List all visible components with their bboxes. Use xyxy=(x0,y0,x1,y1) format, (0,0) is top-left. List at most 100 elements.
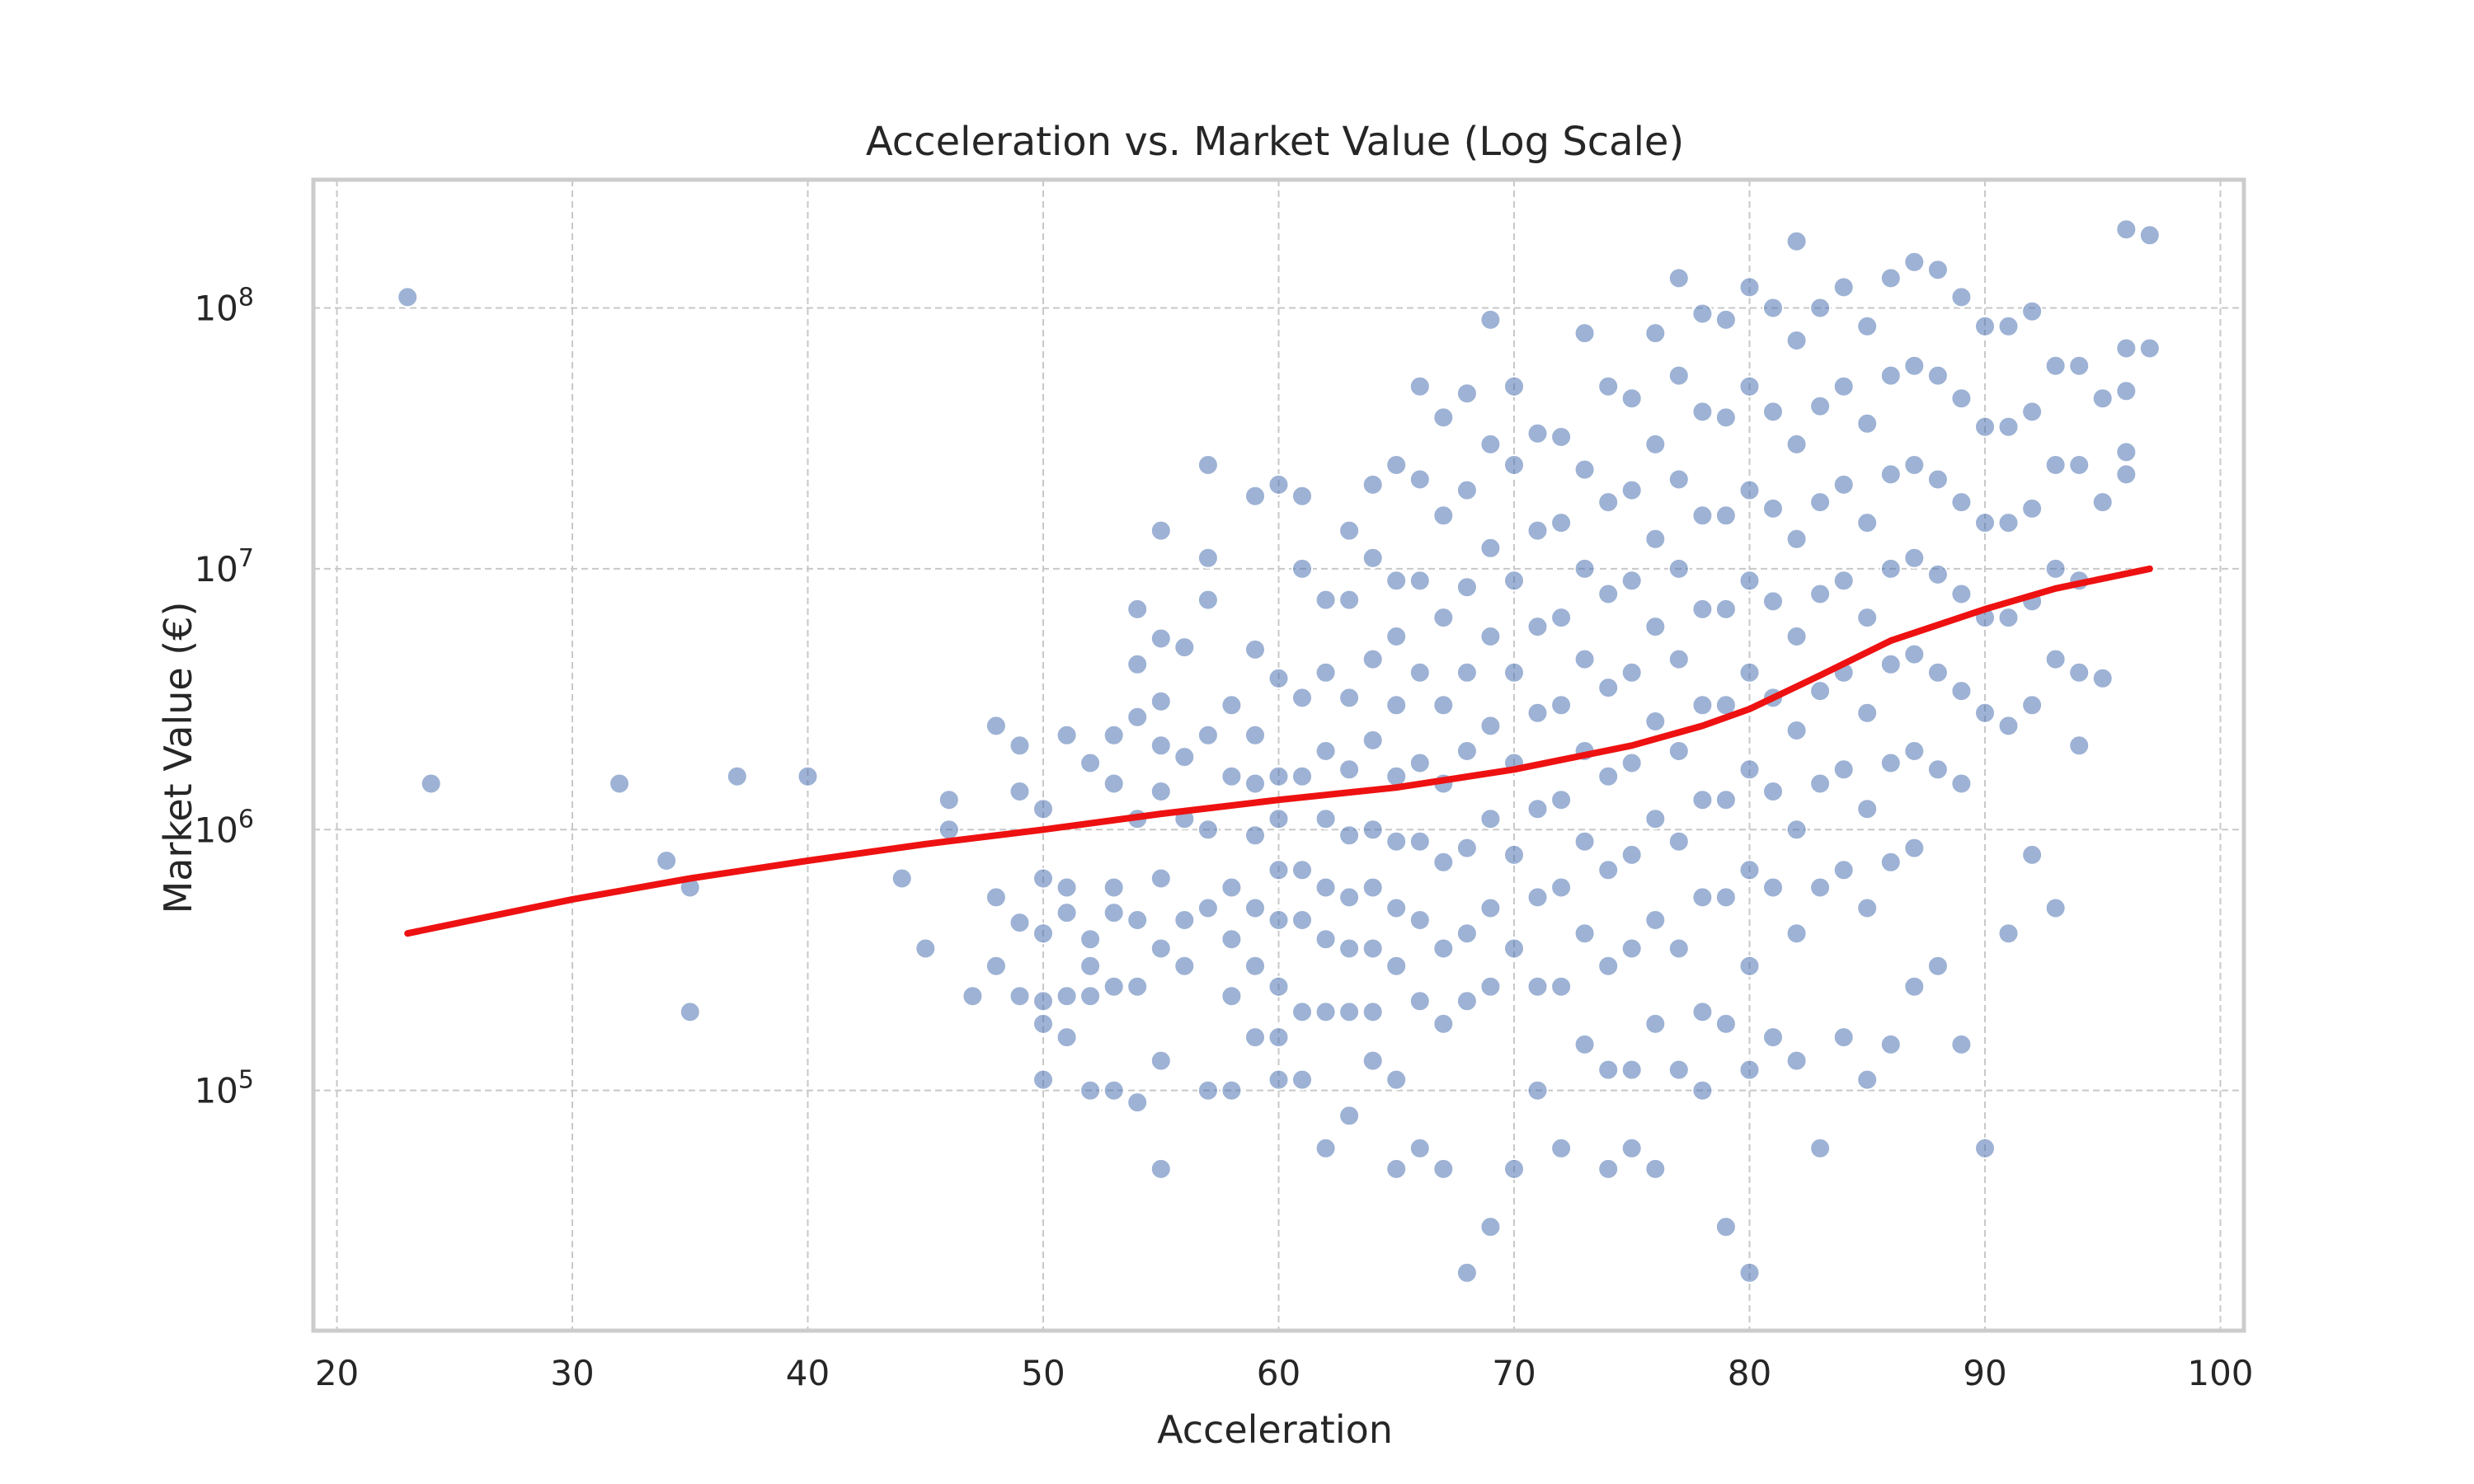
data-point xyxy=(2044,355,2067,377)
data-point xyxy=(1338,937,1361,960)
data-point xyxy=(1809,680,1832,702)
data-point xyxy=(1315,1001,1337,1023)
data-point xyxy=(1879,851,1902,873)
data-point xyxy=(1315,589,1337,611)
data-point xyxy=(1667,557,1690,580)
data-point xyxy=(1526,798,1549,820)
data-point xyxy=(1526,975,1549,998)
data-point xyxy=(2044,454,2067,476)
data-point xyxy=(1315,876,1337,899)
data-point xyxy=(1903,251,1926,273)
data-point xyxy=(1903,975,1926,998)
data-point xyxy=(1221,985,1243,1007)
data-point xyxy=(1667,364,1690,387)
data-point xyxy=(1738,955,1761,977)
data-point xyxy=(1409,909,1431,931)
data-point xyxy=(1079,985,1102,1007)
data-point xyxy=(2068,661,2091,683)
data-point xyxy=(1338,687,1361,709)
data-point xyxy=(1503,570,1525,592)
data-point xyxy=(1691,1001,1714,1023)
data-point xyxy=(1879,463,1902,486)
data-point xyxy=(1244,773,1266,795)
data-point xyxy=(1550,426,1573,448)
data-point xyxy=(1291,557,1313,580)
data-point xyxy=(1456,479,1478,501)
x-tick-label: 100 xyxy=(2187,1353,2253,1393)
data-point xyxy=(1597,677,1620,699)
y-tick-label: 106 xyxy=(194,805,254,850)
data-point xyxy=(1079,928,1102,951)
data-point xyxy=(1856,1068,1879,1091)
data-point xyxy=(1479,808,1502,830)
data-point xyxy=(1056,1026,1078,1049)
data-point xyxy=(1197,819,1219,841)
data-point xyxy=(1597,375,1620,397)
data-point xyxy=(1620,937,1643,960)
data-point xyxy=(1597,955,1620,977)
data-point xyxy=(1244,824,1266,847)
x-tick-label: 50 xyxy=(1021,1353,1065,1393)
data-point xyxy=(1432,694,1455,716)
data-point xyxy=(1456,576,1478,599)
data-point xyxy=(1291,909,1313,931)
data-point xyxy=(1385,694,1408,716)
data-point xyxy=(1785,528,1808,550)
data-point xyxy=(1056,876,1078,899)
data-point xyxy=(1338,1105,1361,1127)
data-point xyxy=(1903,547,1926,569)
data-point xyxy=(1479,433,1502,455)
data-point xyxy=(1926,758,1949,781)
data-point xyxy=(1785,626,1808,647)
data-point xyxy=(1432,851,1455,873)
data-point xyxy=(2138,224,2161,247)
data-point xyxy=(1338,1001,1361,1023)
data-point xyxy=(1926,563,1949,585)
data-point xyxy=(1879,1033,1902,1055)
data-point xyxy=(1738,570,1761,592)
data-point xyxy=(1032,1012,1054,1035)
data-point xyxy=(1362,648,1384,670)
data-point xyxy=(1573,1033,1596,1055)
data-point xyxy=(1503,937,1525,960)
data-point xyxy=(1856,897,1879,919)
data-point xyxy=(1903,740,1926,762)
data-point xyxy=(1573,458,1596,481)
data-point xyxy=(1432,607,1455,629)
data-point xyxy=(1738,859,1761,881)
data-point xyxy=(1079,752,1102,774)
data-point xyxy=(1385,454,1408,476)
data-point xyxy=(1362,729,1384,751)
data-point xyxy=(1785,923,1808,945)
data-point xyxy=(1691,598,1714,620)
data-point xyxy=(1667,740,1690,762)
data-point xyxy=(1785,819,1808,841)
data-point xyxy=(1268,975,1290,998)
data-point xyxy=(1550,1137,1573,1159)
data-point xyxy=(1456,661,1478,683)
data-point xyxy=(1174,909,1196,931)
data-point xyxy=(1221,694,1243,716)
data-point xyxy=(1009,735,1031,757)
data-point xyxy=(1268,667,1290,689)
data-point xyxy=(1691,303,1714,325)
data-point xyxy=(2091,491,2114,514)
data-point xyxy=(1714,598,1737,620)
chart-title: Acceleration vs. Market Value (Log Scale… xyxy=(866,119,1684,165)
data-point xyxy=(1573,923,1596,945)
data-point xyxy=(1456,923,1478,945)
data-point xyxy=(1856,512,1879,534)
data-point xyxy=(1268,473,1290,495)
data-point xyxy=(1714,406,1737,429)
data-point xyxy=(1409,468,1431,491)
data-point xyxy=(1856,315,1879,337)
data-point xyxy=(1103,975,1125,998)
data-point xyxy=(1573,648,1596,670)
data-point xyxy=(1526,886,1549,909)
data-point xyxy=(1997,512,2020,534)
data-point xyxy=(1526,1079,1549,1101)
data-point xyxy=(1809,297,1832,319)
data-point xyxy=(1691,401,1714,423)
data-point xyxy=(1644,322,1667,345)
data-point xyxy=(1809,773,1832,795)
